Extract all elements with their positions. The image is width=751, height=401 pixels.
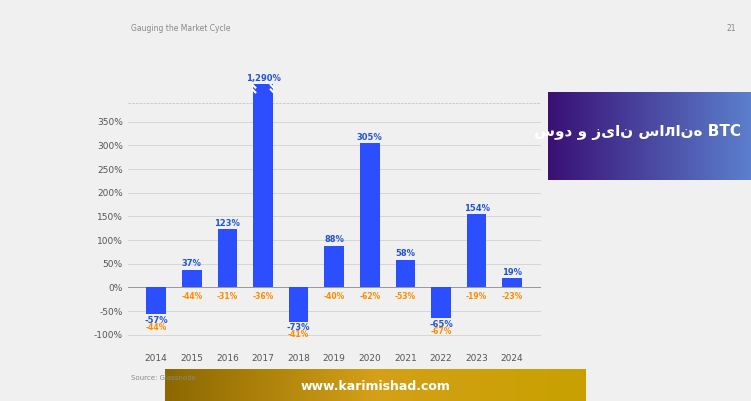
Text: -41%: -41% (288, 330, 309, 339)
Text: 305%: 305% (357, 133, 383, 142)
Bar (467, 215, 487, 288)
Text: -23%: -23% (502, 292, 523, 301)
Text: 37%: 37% (182, 259, 202, 268)
Text: 154%: 154% (463, 204, 490, 213)
Text: -65%: -65% (429, 320, 453, 328)
Text: 21: 21 (726, 24, 736, 33)
Bar (182, 270, 201, 288)
Text: 58%: 58% (395, 249, 415, 259)
Bar (289, 288, 309, 322)
Text: www.karimishad.com: www.karimishad.com (300, 380, 451, 393)
Text: -44%: -44% (181, 292, 203, 301)
Text: -62%: -62% (359, 292, 381, 301)
Text: سود و زیان ساлانه BTC: سود و زیان ساлانه BTC (534, 124, 740, 140)
Bar (324, 246, 344, 288)
Text: 19%: 19% (502, 268, 522, 277)
Bar (431, 288, 451, 318)
Text: 1,290%: 1,290% (246, 74, 280, 83)
Bar (146, 288, 166, 314)
Bar (360, 143, 379, 288)
Bar (218, 229, 237, 288)
Text: 123%: 123% (215, 219, 240, 228)
Text: -57%: -57% (144, 316, 168, 325)
Text: Gauging the Market Cycle: Gauging the Market Cycle (131, 24, 231, 33)
Text: Source: Glassnode: Source: Glassnode (131, 375, 196, 381)
Text: -67%: -67% (430, 327, 451, 336)
Bar (253, 84, 273, 288)
Text: -19%: -19% (466, 292, 487, 301)
Text: 88%: 88% (324, 235, 344, 244)
Text: -31%: -31% (217, 292, 238, 301)
Bar (502, 278, 522, 288)
Bar (396, 260, 415, 288)
Text: -73%: -73% (287, 323, 310, 332)
Text: -40%: -40% (324, 292, 345, 301)
Text: -53%: -53% (395, 292, 416, 301)
Text: -36%: -36% (252, 292, 273, 301)
Text: -44%: -44% (146, 323, 167, 332)
